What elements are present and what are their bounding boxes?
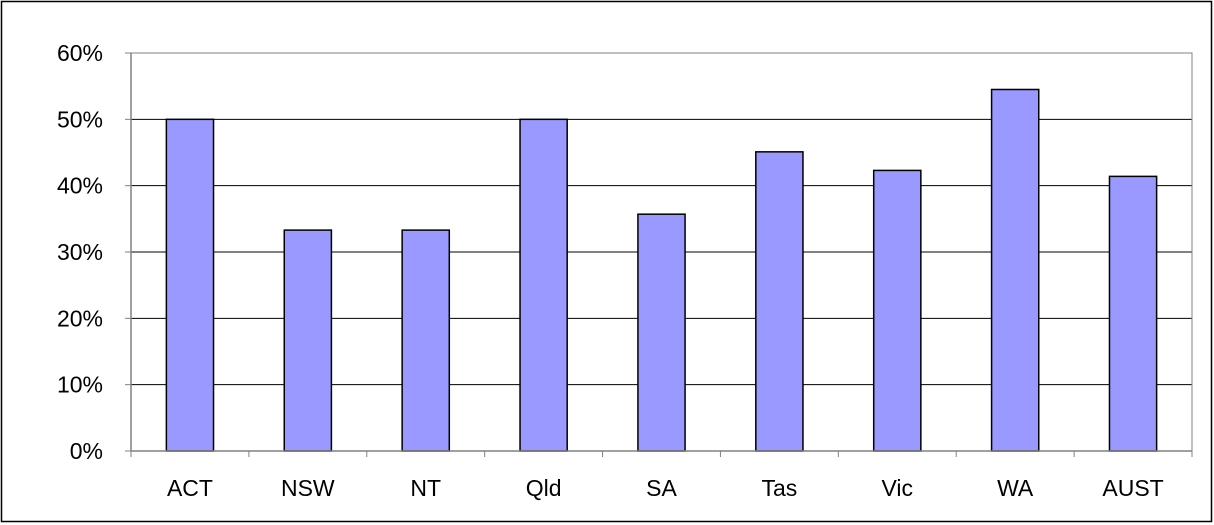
- y-tick-label: 60%: [57, 40, 103, 66]
- x-tick-label: WA: [997, 475, 1034, 501]
- x-tick-label: Qld: [526, 475, 562, 501]
- x-tick-label: SA: [646, 475, 677, 501]
- bar-nsw: [283, 229, 333, 452]
- bar-aust: [1108, 175, 1158, 452]
- y-tick-label: 20%: [57, 305, 103, 331]
- bar-vic: [872, 169, 922, 452]
- x-tick-label: AUST: [1102, 475, 1163, 501]
- y-tick-label: 0%: [70, 438, 103, 464]
- x-tick-label: NSW: [281, 475, 335, 501]
- bar-wa: [990, 88, 1040, 452]
- y-tick-label: 30%: [57, 239, 103, 265]
- y-tick-label: 50%: [57, 106, 103, 132]
- y-tick-label: 40%: [57, 173, 103, 199]
- x-axis-tick-labels: ACT NSW NT Qld SA Tas Vic WA AUST: [167, 475, 1164, 501]
- bar-act: [165, 118, 215, 452]
- y-axis-tick-labels: 0% 10% 20% 30% 40% 50% 60%: [57, 40, 103, 464]
- bar-sa: [637, 213, 686, 452]
- bar-qld: [519, 118, 568, 452]
- bars: [165, 88, 1158, 452]
- y-tick-label: 10%: [57, 372, 103, 398]
- x-tick-label: NT: [410, 475, 441, 501]
- bar-tas: [755, 151, 804, 452]
- x-tick-label: Tas: [761, 475, 797, 501]
- x-tick-label: Vic: [882, 475, 914, 501]
- bar-nt: [401, 229, 451, 452]
- x-tick-label: ACT: [167, 475, 213, 501]
- axes: [125, 52, 1193, 457]
